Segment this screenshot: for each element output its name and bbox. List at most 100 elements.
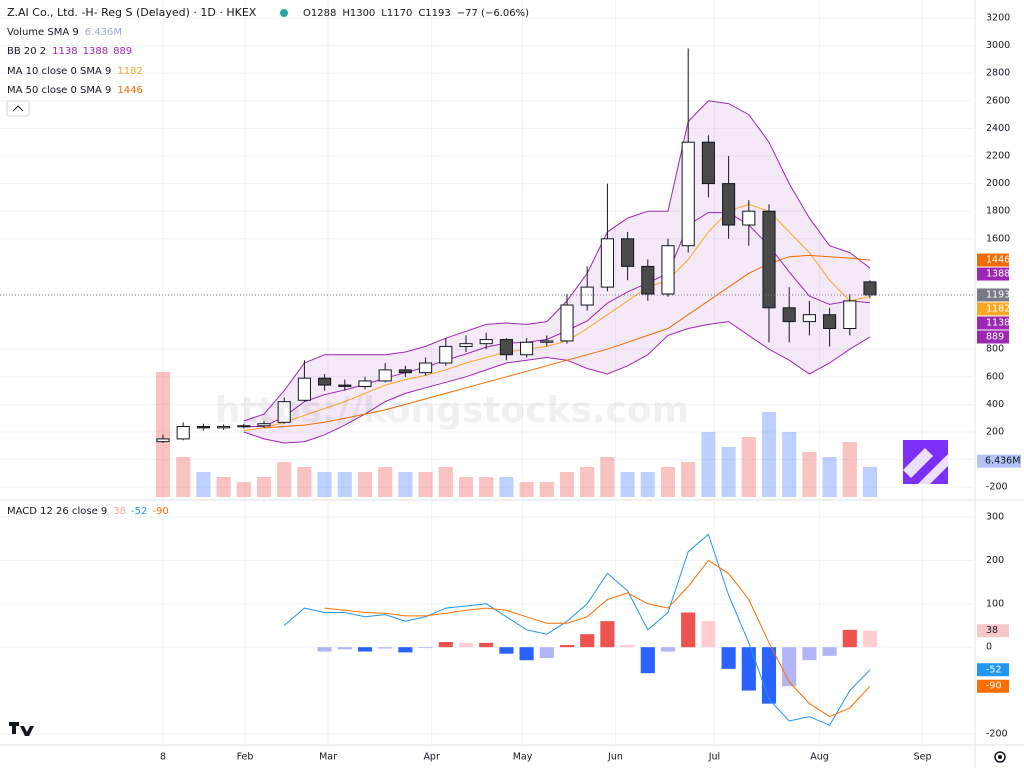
x-tick-label: Feb bbox=[237, 752, 254, 763]
macd-histogram-bar bbox=[761, 647, 777, 704]
signal-line bbox=[324, 559, 871, 718]
candle-body bbox=[419, 362, 433, 374]
macd-histogram-bar bbox=[862, 630, 878, 648]
volume-bar bbox=[822, 457, 837, 497]
y-tick-label: 2000 bbox=[986, 178, 1010, 189]
settings-icon[interactable] bbox=[994, 751, 1006, 763]
macd-histogram-bar bbox=[822, 647, 837, 656]
volume-bar bbox=[761, 412, 777, 497]
candle-body bbox=[540, 340, 554, 343]
candle-body bbox=[580, 286, 594, 306]
candle-body bbox=[762, 210, 776, 309]
y-tick-label: -200 bbox=[986, 482, 1008, 493]
ohlc-value: L1170 bbox=[381, 8, 412, 19]
candle-body bbox=[742, 210, 756, 226]
candle-body bbox=[237, 425, 251, 428]
macd-histogram-bar bbox=[640, 647, 655, 674]
volume-bar bbox=[236, 482, 251, 497]
candle-body bbox=[863, 281, 877, 296]
candle-body bbox=[459, 343, 473, 347]
candle-body bbox=[297, 377, 311, 401]
y-tick-label: 200 bbox=[986, 427, 1004, 438]
macd-tick-label: 0 bbox=[986, 642, 992, 653]
price-tag-label: 1193 bbox=[986, 289, 1010, 300]
candle-body bbox=[520, 341, 534, 356]
legend-name: MA 50 close 0 SMA 9 bbox=[7, 85, 111, 96]
volume-bar bbox=[155, 372, 171, 497]
candle-body bbox=[277, 401, 291, 423]
bb-fill bbox=[243, 100, 871, 444]
legend-value: 38 bbox=[113, 506, 126, 517]
ohlc-value: −77 (−6.06%) bbox=[457, 8, 529, 19]
watermark: https://kongstocks.com bbox=[215, 390, 689, 431]
volume-bar bbox=[862, 467, 878, 497]
macd-histogram-bar bbox=[701, 621, 716, 648]
ohlc-value: O1288 bbox=[303, 8, 336, 19]
macd-tick-label: 100 bbox=[986, 598, 1004, 609]
y-tick-label: 800 bbox=[986, 344, 1004, 355]
macd-histogram-bar bbox=[600, 621, 615, 648]
macd-histogram-bar bbox=[842, 629, 857, 648]
x-tick-label: Sep bbox=[914, 752, 932, 763]
x-tick-label: Aug bbox=[810, 752, 829, 763]
volume-bar bbox=[337, 472, 352, 497]
bb-lower bbox=[243, 321, 871, 444]
legend: Z.AI Co., Ltd. -H- Reg S (Delayed) · 1D … bbox=[7, 6, 529, 517]
legend-value: 1446 bbox=[117, 85, 142, 96]
y-tick-label: 2400 bbox=[986, 123, 1010, 134]
macd-histogram-bar bbox=[357, 647, 373, 652]
volume-bar bbox=[802, 452, 817, 497]
macd-histogram-bar bbox=[499, 647, 514, 654]
y-tick-label: 1800 bbox=[986, 206, 1010, 217]
price-tag bbox=[977, 624, 1009, 638]
macd-histogram-bar bbox=[519, 647, 534, 661]
macd-tick-label: 200 bbox=[986, 555, 1004, 566]
legend-name: Volume SMA 9 bbox=[7, 27, 79, 38]
macd-histogram-bar bbox=[802, 647, 817, 661]
price-tag-label: 1138 bbox=[986, 317, 1010, 328]
price-tag bbox=[977, 267, 1009, 281]
price-tag-label: 1182 bbox=[986, 303, 1010, 314]
price-tag-label: -90 bbox=[986, 681, 1002, 692]
candle-body bbox=[823, 314, 837, 330]
volume-bar bbox=[741, 437, 756, 497]
macd-tick-label: -200 bbox=[986, 728, 1008, 739]
macd-histogram-bar bbox=[458, 642, 474, 648]
candle-body bbox=[722, 183, 736, 226]
candle-body bbox=[358, 380, 372, 387]
macd-histogram-bar bbox=[418, 647, 433, 649]
volume-bar bbox=[317, 472, 332, 497]
volume-bar bbox=[297, 467, 312, 497]
volume-bar bbox=[559, 472, 575, 497]
candle-body bbox=[217, 425, 231, 429]
market-status bbox=[280, 9, 288, 17]
volume-bar bbox=[378, 467, 393, 497]
candle-body bbox=[802, 314, 816, 323]
volume-bar bbox=[620, 472, 635, 497]
y-tick-label: 600 bbox=[986, 371, 1004, 382]
volume-tag bbox=[977, 454, 1021, 468]
candle-body bbox=[782, 307, 796, 323]
tv-logo bbox=[9, 722, 34, 736]
brand-logo bbox=[903, 440, 948, 484]
legend-name: BB 20 2 bbox=[7, 46, 46, 57]
volume-bar bbox=[176, 457, 191, 497]
macd-histogram-bar bbox=[681, 612, 696, 648]
candle-body bbox=[176, 425, 190, 440]
collapse-button[interactable] bbox=[6, 100, 30, 117]
x-tick-label: Apr bbox=[423, 752, 440, 763]
x-tick-label: Mar bbox=[319, 752, 337, 763]
price-tag bbox=[977, 330, 1009, 344]
price-tag-label: 1446 bbox=[986, 255, 1010, 266]
bb-upper bbox=[243, 100, 871, 422]
candle-body bbox=[499, 339, 513, 356]
volume-bar bbox=[539, 482, 554, 497]
x-tick-label: Jun bbox=[607, 752, 623, 763]
candle-body bbox=[641, 265, 655, 295]
legend-value: -52 bbox=[131, 506, 147, 517]
volume-bar bbox=[660, 467, 676, 497]
price-tag bbox=[977, 288, 1009, 302]
volume-bar bbox=[216, 477, 231, 497]
x-tick-label: May bbox=[513, 752, 533, 763]
price-tag-label: -52 bbox=[986, 664, 1002, 675]
